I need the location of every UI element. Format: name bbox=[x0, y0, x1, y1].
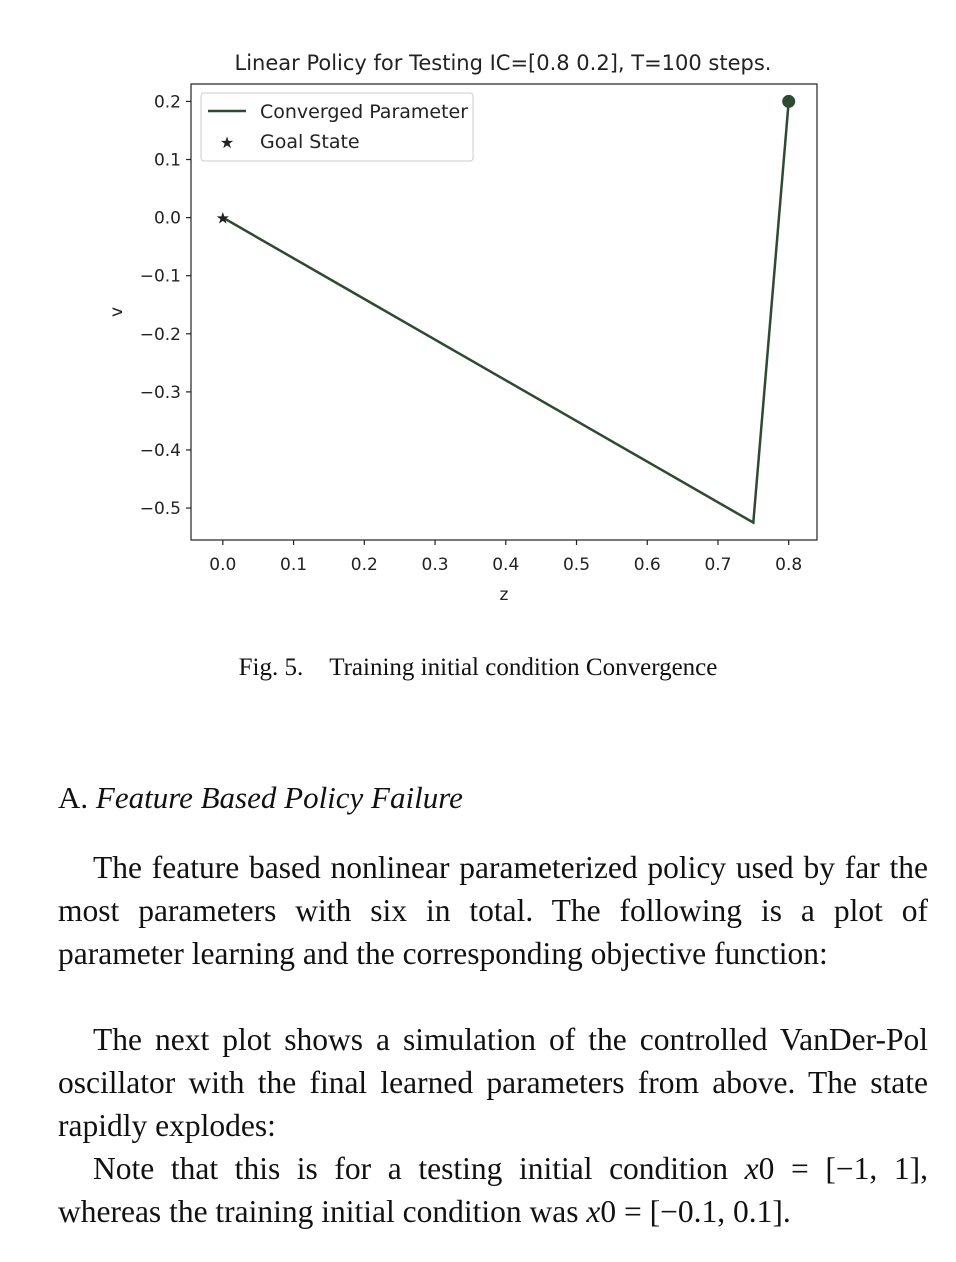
plot-area-frame bbox=[190, 83, 818, 541]
y-tick-label: 0.0 bbox=[154, 209, 181, 229]
paragraph-3-text-a: Note that this is for a testing initial … bbox=[93, 1151, 745, 1186]
section-heading: A. Feature Based Policy Failure bbox=[58, 780, 463, 816]
y-tick-label: 0.1 bbox=[154, 151, 181, 171]
paragraph-3: Note that this is for a testing initial … bbox=[58, 1147, 928, 1233]
start-point-marker bbox=[782, 94, 796, 108]
x-tick-label: 0.0 bbox=[209, 555, 236, 575]
y-tick-label: −0.1 bbox=[140, 267, 181, 287]
figure-caption: Fig. 5. Training initial condition Conver… bbox=[0, 654, 956, 682]
y-axis-ticks: 0.2 0.1 0.0 −0.1 −0.2 −0.3 −0.4 −0.5 bbox=[140, 92, 191, 519]
chart-series: ★ bbox=[216, 94, 796, 525]
y-tick-label: −0.3 bbox=[140, 383, 181, 403]
math-training-ic: 0 = [−0.1, 0.1]. bbox=[600, 1194, 791, 1229]
x-tick-label: 0.7 bbox=[704, 555, 731, 575]
x-tick-label: 0.4 bbox=[492, 555, 519, 575]
y-tick-label: −0.5 bbox=[140, 499, 181, 519]
goal-state-star-marker: ★ bbox=[216, 209, 230, 228]
legend: Converged Parameter ★ Goal State bbox=[200, 92, 474, 162]
legend-item-converged-parameter: Converged Parameter bbox=[260, 101, 468, 123]
x-tick-label: 0.5 bbox=[563, 555, 590, 575]
paragraph-3-text-b: whereas the training initial condition w… bbox=[58, 1194, 587, 1229]
x-tick-label: 0.1 bbox=[280, 555, 307, 575]
y-tick-label: −0.2 bbox=[140, 325, 181, 345]
math-x-testing: x bbox=[744, 1151, 759, 1186]
chart-title: Linear Policy for Testing IC=[0.8 0.2], … bbox=[235, 51, 772, 75]
series-line-converged-parameter bbox=[222, 101, 790, 525]
section-number: A. bbox=[58, 780, 89, 815]
figure-caption-text: Training initial condition Convergence bbox=[329, 654, 718, 681]
paragraph-1: The feature based nonlinear parameterize… bbox=[58, 850, 928, 971]
figure-label: Fig. 5. bbox=[238, 654, 304, 681]
legend-star-icon: ★ bbox=[220, 133, 234, 152]
x-axis-ticks: 0.0 0.1 0.2 0.3 0.4 0.5 0.6 0.7 0.8 bbox=[209, 540, 802, 575]
y-tick-label: −0.4 bbox=[140, 441, 181, 461]
x-tick-label: 0.6 bbox=[634, 555, 661, 575]
figure-chart: Linear Policy for Testing IC=[0.8 0.2], … bbox=[107, 51, 818, 605]
math-x-training: x bbox=[586, 1194, 601, 1229]
x-tick-label: 0.8 bbox=[775, 555, 802, 575]
x-tick-label: 0.3 bbox=[422, 555, 449, 575]
section-title: Feature Based Policy Failure bbox=[95, 780, 463, 815]
math-testing-ic: 0 = [−1, 1], bbox=[758, 1151, 928, 1186]
legend-item-goal-state: Goal State bbox=[260, 131, 360, 153]
paragraph-2: The next plot shows a simulation of the … bbox=[58, 1022, 928, 1143]
x-tick-label: 0.2 bbox=[351, 555, 378, 575]
y-tick-label: 0.2 bbox=[154, 92, 181, 112]
x-axis-label: z bbox=[500, 585, 509, 605]
legend-box bbox=[200, 92, 474, 162]
y-axis-label: v bbox=[107, 307, 127, 317]
